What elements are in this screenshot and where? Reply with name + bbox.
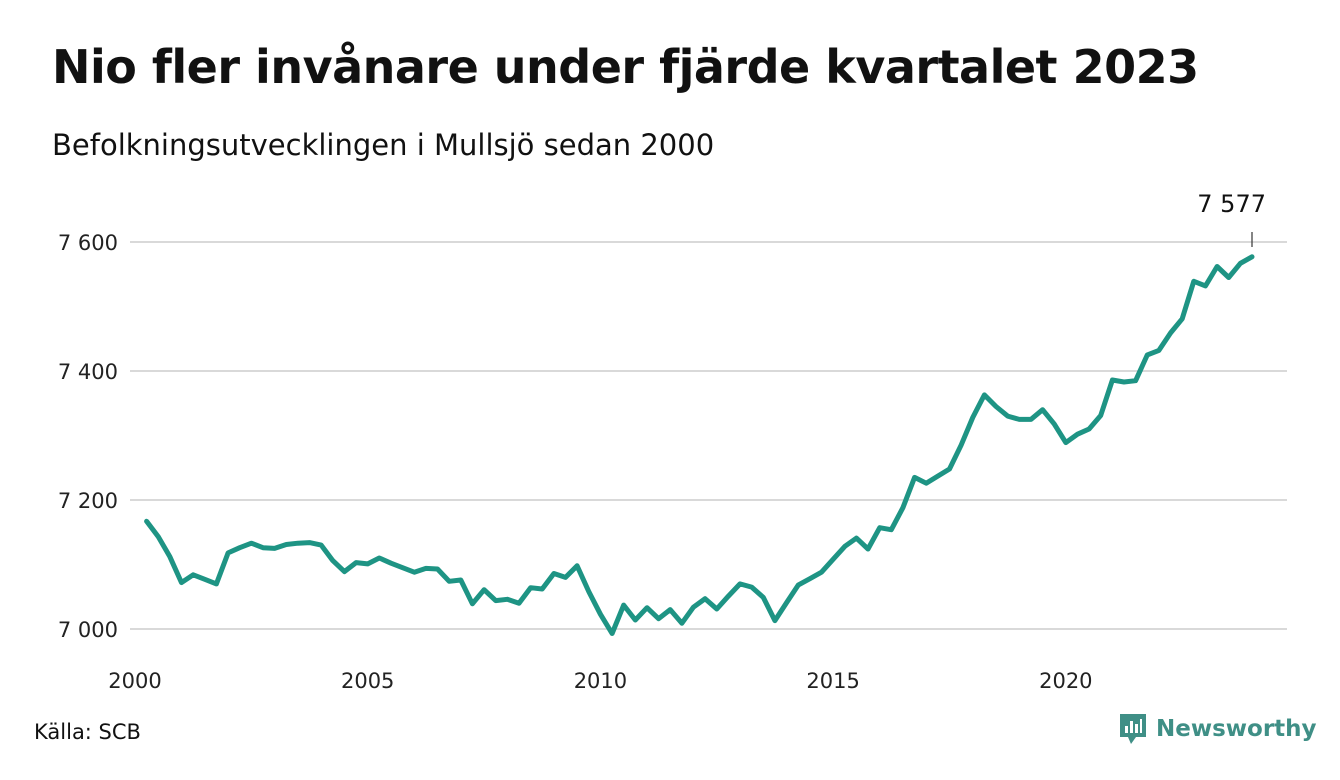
end-value-label: 7 577 [1197, 190, 1266, 218]
line-chart: 7 000 7 200 7 400 7 600 2000 2005 2010 2015 202… [58, 190, 1287, 693]
y-tick-label: 7 600 [58, 231, 118, 255]
series-layer [144, 254, 1255, 636]
y-tick-label: 7 200 [58, 489, 118, 513]
x-tick-label: 2000 [108, 669, 161, 693]
brand-logo: Newsworthy [1118, 712, 1317, 746]
x-tick-label: 2005 [341, 669, 394, 693]
source-note: Källa: SCB [34, 720, 141, 744]
chart-subtitle: Befolkningsutvecklingen i Mullsjö sedan … [52, 128, 715, 162]
brand-name: Newsworthy [1156, 716, 1317, 742]
gridlines [130, 241, 1287, 630]
series-line-0 [144, 254, 1255, 636]
y-tick-label: 7 000 [58, 618, 118, 642]
y-axis-tick-labels: 7 000 7 200 7 400 7 600 [58, 231, 118, 642]
x-tick-label: 2010 [574, 669, 627, 693]
x-tick-label: 2020 [1039, 669, 1092, 693]
chart-title: Nio fler invånare under fjärde kvartalet… [52, 40, 1199, 94]
newsworthy-logo-icon [1120, 714, 1146, 744]
x-axis-tick-labels: 2000 2005 2010 2015 2020 [108, 669, 1092, 693]
end-annotation: 7 577 [1197, 190, 1266, 247]
y-tick-label: 7 400 [58, 360, 118, 384]
x-tick-label: 2015 [806, 669, 859, 693]
